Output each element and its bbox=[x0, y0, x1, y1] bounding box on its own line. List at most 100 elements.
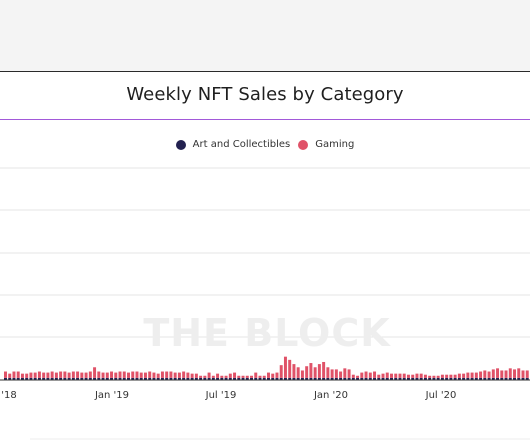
bar-art[interactable] bbox=[220, 377, 224, 380]
bar-art[interactable] bbox=[334, 377, 338, 380]
bar-art[interactable] bbox=[508, 377, 512, 380]
bar-art[interactable] bbox=[326, 377, 330, 380]
bar-gaming[interactable] bbox=[76, 371, 80, 378]
bar-gaming[interactable] bbox=[466, 372, 470, 378]
bar-art[interactable] bbox=[504, 377, 508, 380]
bar-art[interactable] bbox=[288, 377, 292, 380]
bar-gaming[interactable] bbox=[245, 375, 249, 378]
legend-item-gaming[interactable]: Gaming bbox=[298, 139, 354, 150]
bar-gaming[interactable] bbox=[224, 375, 228, 378]
bar-art[interactable] bbox=[250, 377, 253, 380]
bar-art[interactable] bbox=[241, 377, 245, 380]
bar-art[interactable] bbox=[254, 377, 258, 380]
bar-gaming[interactable] bbox=[4, 371, 7, 378]
bar-gaming[interactable] bbox=[326, 367, 330, 378]
bar-gaming[interactable] bbox=[84, 372, 88, 378]
bar-gaming[interactable] bbox=[292, 364, 296, 378]
bar-art[interactable] bbox=[309, 377, 313, 380]
bar-gaming[interactable] bbox=[93, 367, 97, 378]
bar-gaming[interactable] bbox=[453, 374, 457, 378]
bar-art[interactable] bbox=[394, 377, 398, 380]
bar-art[interactable] bbox=[300, 377, 304, 380]
bar-art[interactable] bbox=[313, 377, 317, 380]
bar-gaming[interactable] bbox=[436, 375, 440, 378]
bar-art[interactable] bbox=[373, 377, 377, 380]
bar-art[interactable] bbox=[143, 377, 147, 380]
bar-gaming[interactable] bbox=[169, 371, 173, 378]
bar-gaming[interactable] bbox=[46, 372, 50, 378]
bar-art[interactable] bbox=[406, 377, 410, 380]
bar-gaming[interactable] bbox=[262, 375, 266, 378]
bar-art[interactable] bbox=[368, 377, 372, 380]
bar-gaming[interactable] bbox=[508, 368, 512, 378]
bar-art[interactable] bbox=[160, 377, 164, 380]
bar-art[interactable] bbox=[71, 377, 75, 380]
bar-art[interactable] bbox=[127, 377, 130, 380]
bar-art[interactable] bbox=[453, 377, 457, 380]
bar-art[interactable] bbox=[105, 377, 109, 380]
bar-gaming[interactable] bbox=[474, 372, 478, 378]
bar-art[interactable] bbox=[12, 377, 16, 380]
bar-gaming[interactable] bbox=[334, 369, 338, 378]
bar-art[interactable] bbox=[449, 377, 453, 380]
bar-gaming[interactable] bbox=[377, 374, 381, 378]
bar-art[interactable] bbox=[80, 377, 84, 380]
bar-art[interactable] bbox=[110, 377, 114, 380]
bar-art[interactable] bbox=[343, 377, 347, 380]
bar-gaming[interactable] bbox=[186, 372, 190, 378]
bar-gaming[interactable] bbox=[343, 368, 347, 378]
bar-art[interactable] bbox=[8, 377, 12, 380]
legend-item-art[interactable]: Art and Collectibles bbox=[175, 139, 290, 150]
bar-gaming[interactable] bbox=[487, 371, 491, 378]
bar-art[interactable] bbox=[186, 377, 190, 380]
bar-gaming[interactable] bbox=[173, 372, 177, 378]
bar-gaming[interactable] bbox=[283, 356, 287, 378]
bar-art[interactable] bbox=[152, 377, 156, 380]
bar-art[interactable] bbox=[385, 377, 389, 380]
bar-art[interactable] bbox=[415, 377, 419, 380]
bar-art[interactable] bbox=[283, 377, 287, 380]
bar-art[interactable] bbox=[305, 377, 309, 380]
bar-gaming[interactable] bbox=[504, 370, 508, 378]
bar-art[interactable] bbox=[445, 377, 449, 380]
bar-gaming[interactable] bbox=[415, 373, 419, 378]
bar-gaming[interactable] bbox=[525, 370, 529, 378]
bar-gaming[interactable] bbox=[432, 375, 436, 378]
bar-gaming[interactable] bbox=[440, 374, 444, 378]
bar-gaming[interactable] bbox=[317, 364, 321, 378]
bar-gaming[interactable] bbox=[250, 375, 253, 378]
bar-gaming[interactable] bbox=[330, 369, 334, 378]
bar-art[interactable] bbox=[279, 377, 283, 380]
bar-gaming[interactable] bbox=[390, 373, 393, 378]
bar-gaming[interactable] bbox=[419, 373, 423, 378]
bar-gaming[interactable] bbox=[194, 373, 198, 378]
bar-gaming[interactable] bbox=[521, 370, 525, 378]
bar-gaming[interactable] bbox=[517, 368, 521, 378]
bar-gaming[interactable] bbox=[288, 359, 292, 378]
bar-art[interactable] bbox=[402, 377, 406, 380]
bar-art[interactable] bbox=[521, 377, 525, 380]
bar-gaming[interactable] bbox=[479, 371, 483, 378]
bar-gaming[interactable] bbox=[267, 372, 270, 378]
bar-art[interactable] bbox=[351, 377, 355, 380]
bar-gaming[interactable] bbox=[449, 374, 453, 378]
bar-gaming[interactable] bbox=[385, 372, 389, 378]
bar-gaming[interactable] bbox=[118, 371, 122, 378]
bar-gaming[interactable] bbox=[127, 372, 130, 378]
bar-gaming[interactable] bbox=[402, 373, 406, 378]
bar-gaming[interactable] bbox=[228, 373, 232, 378]
bar-gaming[interactable] bbox=[207, 372, 211, 378]
bar-art[interactable] bbox=[16, 377, 20, 380]
bar-art[interactable] bbox=[165, 377, 169, 380]
bar-art[interactable] bbox=[173, 377, 177, 380]
bar-art[interactable] bbox=[423, 377, 427, 380]
bar-art[interactable] bbox=[93, 377, 97, 380]
bar-gaming[interactable] bbox=[105, 372, 109, 378]
bar-gaming[interactable] bbox=[88, 371, 92, 378]
bar-gaming[interactable] bbox=[80, 372, 84, 378]
bar-art[interactable] bbox=[474, 377, 478, 380]
bar-art[interactable] bbox=[292, 377, 296, 380]
bar-art[interactable] bbox=[67, 377, 71, 380]
bar-gaming[interactable] bbox=[423, 374, 427, 378]
bar-art[interactable] bbox=[245, 377, 249, 380]
